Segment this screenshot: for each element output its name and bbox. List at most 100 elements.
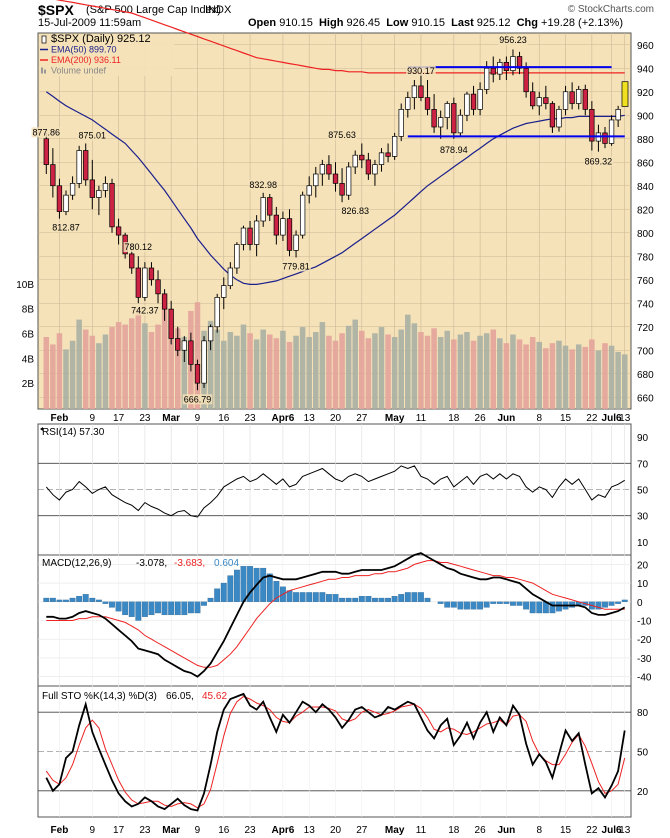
- price-x-label: 23: [244, 413, 256, 424]
- sto-legend-label: Full STO %K(14,3) %D(3): [42, 691, 157, 702]
- candle-body: [253, 220, 260, 245]
- candle-body: [69, 183, 76, 196]
- bar-icon: [44, 69, 46, 74]
- volume-bar: [516, 339, 523, 409]
- macd-histogram-bar: [141, 601, 148, 617]
- sto-x-label: 23: [139, 825, 151, 836]
- volume-bar: [556, 340, 562, 409]
- candle-body: [135, 267, 141, 298]
- macd-legend-macd: -3.078,: [136, 558, 167, 569]
- volume-bar: [50, 344, 56, 409]
- volume-bar: [82, 329, 89, 409]
- volume-bar: [128, 318, 135, 409]
- macd-histogram-bar: [122, 601, 129, 616]
- volume-bar: [260, 329, 266, 409]
- price-tick-label: 760: [637, 276, 654, 287]
- price-x-label: Jul6: [602, 413, 622, 424]
- macd-histogram-bar: [102, 601, 109, 604]
- macd-histogram-bar: [569, 601, 576, 608]
- sto-x-label: 16: [218, 825, 230, 836]
- volume-bar: [497, 338, 503, 409]
- volume-bar: [543, 348, 549, 409]
- candle-body: [385, 152, 391, 157]
- candle-body: [608, 119, 615, 144]
- volume-bar: [490, 329, 497, 409]
- macd-histogram-bar: [385, 597, 391, 602]
- macd-histogram-bar: [529, 601, 536, 614]
- macd-histogram-bar: [444, 601, 451, 608]
- price-annotation: 742.37: [131, 305, 159, 315]
- price-annotation-bg: [51, 222, 81, 233]
- candle-body: [490, 67, 496, 75]
- macd-histogram-bar: [63, 599, 69, 602]
- candle-body: [43, 138, 49, 165]
- candle-body: [457, 114, 464, 134]
- macd-tick-label: -30: [637, 654, 652, 665]
- sto-x-label: 11: [416, 825, 427, 836]
- volume-bar: [437, 336, 444, 409]
- price-annotation: 956.23: [499, 35, 527, 45]
- macd-histogram-bar: [450, 601, 457, 608]
- volume-bar: [385, 334, 391, 409]
- candle-body: [365, 159, 372, 175]
- volume-bar: [359, 330, 365, 409]
- sto-x-label: 8: [536, 825, 542, 836]
- macd-legend-signal: -3.683,: [174, 558, 205, 569]
- volume-bar: [96, 343, 102, 409]
- candle-body: [484, 67, 490, 90]
- volume-bar: [365, 338, 372, 409]
- volume-bar: [405, 314, 411, 409]
- volume-bar: [339, 333, 345, 409]
- macd-signal-line: [46, 560, 625, 668]
- volume-bar: [273, 338, 280, 409]
- volume-bar: [326, 335, 332, 409]
- price-tick-label: 920: [637, 88, 654, 99]
- macd-histogram-bar: [76, 596, 83, 602]
- volume-bar: [227, 332, 234, 409]
- candle-body: [332, 173, 339, 184]
- volume-bar: [444, 330, 451, 409]
- candle-body: [102, 183, 109, 191]
- rsi-line: [45, 465, 625, 518]
- macd-histogram-bar: [115, 601, 122, 612]
- price-annotation: 875.01: [79, 131, 107, 141]
- volume-tick-label: 8B: [22, 305, 35, 316]
- volume-bar: [562, 345, 569, 409]
- sto-x-label: Apr6: [272, 825, 295, 836]
- price-annotation-bg: [340, 206, 370, 217]
- macd-histogram-bar: [148, 601, 155, 616]
- high-value: 926.45: [346, 17, 381, 29]
- macd-tick-label: -10: [637, 617, 652, 628]
- macd-histogram-bar: [227, 575, 234, 602]
- volume-bar: [615, 351, 621, 409]
- volume-bar: [569, 349, 575, 409]
- macd-histogram-bar: [556, 601, 562, 612]
- volume-bar: [621, 354, 628, 409]
- candle-body: [352, 154, 358, 168]
- macd-legend-label: MACD(12,26,9): [42, 558, 111, 569]
- price-annotation-bg: [406, 65, 436, 76]
- volume-bar: [464, 332, 470, 409]
- chart-exchange: INDX: [205, 4, 232, 16]
- candle-body: [523, 67, 529, 93]
- macd-legend: MACD(12,26,9) -3.078, -3.683, 0.604: [42, 558, 239, 569]
- price-x-label: 11: [416, 413, 427, 424]
- candle-body: [50, 164, 56, 187]
- macd-histogram-bar: [207, 597, 214, 602]
- candle-body: [63, 194, 69, 212]
- open-label: Open: [248, 17, 277, 29]
- volume-bar: [142, 323, 148, 409]
- volume-bar: [122, 324, 128, 409]
- sto-x-label: 9: [90, 825, 96, 836]
- chg-value: +19.28 (+2.13%): [541, 17, 623, 29]
- candle-body: [280, 218, 286, 236]
- volume-tick-label: 10B: [16, 280, 34, 291]
- volume-bar: [536, 341, 543, 409]
- macd-histogram-bar: [424, 597, 431, 602]
- price-x-label: 23: [139, 413, 151, 424]
- macd-histogram-bar: [43, 597, 50, 602]
- price-x-label: 8: [536, 413, 542, 424]
- low-value: 910.15: [411, 17, 445, 29]
- macd-histogram-bar: [483, 601, 490, 608]
- candle-body: [234, 244, 240, 269]
